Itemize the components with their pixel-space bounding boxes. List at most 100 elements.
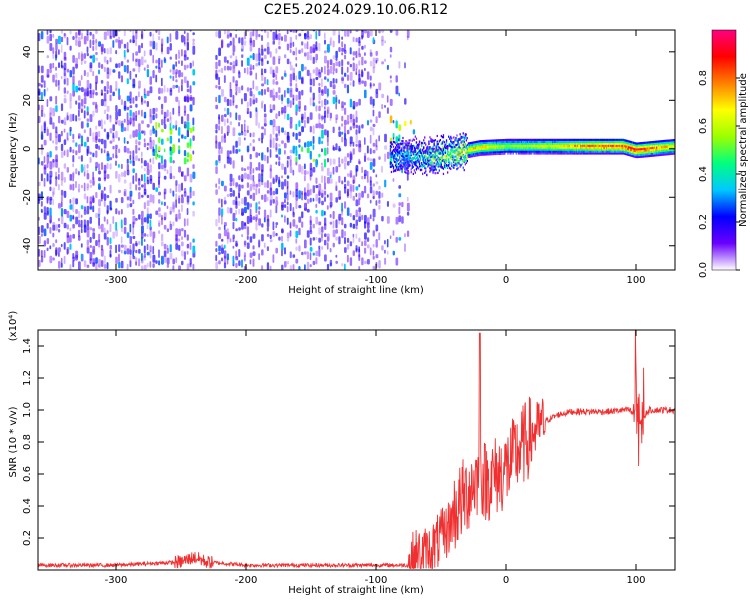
tone-cell	[589, 140, 591, 143]
tone-cell	[590, 152, 592, 155]
tone-cell	[551, 148, 553, 151]
heatmap-cell	[192, 41, 195, 46]
tone-cell	[509, 152, 511, 155]
heatmap-cell	[306, 208, 310, 213]
heatmap-cell	[372, 183, 375, 187]
tone-cell	[631, 141, 633, 144]
heatmap-cell	[43, 250, 46, 258]
tone-cell	[561, 152, 563, 155]
tone-cell	[541, 138, 543, 141]
heatmap-cell	[338, 61, 341, 67]
tone-cell	[404, 161, 406, 164]
tone-cell	[474, 154, 476, 157]
heatmap-cell	[141, 109, 143, 117]
tone-cell	[466, 153, 468, 156]
heatmap-cell	[272, 31, 276, 41]
tone-cell	[635, 152, 637, 155]
heatmap-cell	[329, 112, 332, 119]
tone-cell	[501, 146, 503, 149]
heatmap-cell	[86, 46, 89, 53]
tone-cell	[467, 152, 470, 155]
tone-cell	[604, 150, 606, 153]
tone-cell	[585, 146, 587, 149]
heatmap-cell	[269, 182, 272, 191]
tone-cell	[634, 142, 636, 145]
heatmap-cell	[364, 30, 367, 34]
heatmap-cell	[249, 214, 253, 223]
heatmap-cell	[226, 30, 230, 37]
heatmap-cell	[138, 192, 141, 200]
heatmap-cell	[155, 187, 159, 192]
tone-cell	[437, 165, 439, 168]
tone-cell	[644, 151, 646, 154]
tone-cell	[575, 140, 578, 143]
heatmap-cell	[375, 174, 378, 178]
tone-cell	[591, 152, 593, 155]
heatmap-cell	[55, 43, 58, 51]
heatmap-cell	[372, 109, 375, 117]
heatmap-cell	[135, 59, 138, 63]
tone-cell	[579, 152, 581, 155]
heatmap-cell	[181, 116, 184, 125]
heatmap-cell	[364, 80, 367, 87]
heatmap-cell	[100, 190, 104, 200]
heatmap-cell	[189, 154, 192, 162]
heatmap-cell	[349, 213, 352, 218]
heatmap-cell	[92, 228, 95, 232]
heatmap-cell	[238, 200, 241, 206]
heatmap-cell	[135, 115, 137, 122]
tone-cell	[619, 152, 621, 155]
tone-cell	[571, 152, 574, 155]
tone-cell	[415, 141, 418, 144]
heatmap-cell	[89, 179, 92, 184]
heatmap-cell	[106, 89, 109, 95]
tone-cell	[426, 162, 428, 165]
heatmap-cell	[163, 188, 167, 195]
heatmap-cell	[364, 152, 367, 161]
tone-cell	[452, 166, 454, 169]
tone-cell	[497, 148, 500, 152]
heatmap-cell	[266, 214, 270, 222]
tone-cell	[403, 152, 405, 155]
heatmap-cell	[60, 143, 64, 152]
heatmap-cell	[178, 138, 180, 143]
heatmap-cell	[218, 59, 221, 67]
heatmap-cell	[295, 230, 299, 238]
tone-cell	[408, 163, 410, 166]
tone-cell	[509, 138, 511, 141]
tone-cell	[453, 166, 455, 169]
heatmap-cell	[366, 145, 369, 154]
heatmap-cell	[304, 142, 307, 148]
tone-cell	[490, 153, 492, 156]
tone-cell	[634, 143, 636, 147]
tone-cell	[411, 166, 413, 169]
tone-cell	[548, 148, 551, 151]
heatmap-cell	[218, 21, 220, 29]
heatmap-cell	[275, 81, 279, 85]
tone-cell	[646, 143, 648, 146]
tone-cell	[585, 152, 587, 155]
heatmap-cell	[152, 254, 156, 263]
tone-cell	[589, 148, 591, 151]
tone-cell	[449, 152, 451, 155]
tone-cell	[518, 142, 520, 145]
heatmap-cell	[384, 240, 386, 245]
heatmap-cell	[341, 101, 344, 109]
heatmap-cell	[72, 233, 75, 239]
heatmap-cell	[278, 87, 281, 94]
tone-cell	[454, 161, 456, 164]
tone-cell	[391, 164, 394, 167]
heatmap-cell	[321, 162, 323, 166]
tone-cell	[630, 152, 632, 155]
tone-cell	[633, 147, 635, 150]
heatmap-cell	[86, 87, 89, 97]
heatmap-cell	[63, 128, 66, 133]
heatmap-cell	[355, 129, 358, 135]
heatmap-cell	[120, 236, 123, 244]
tone-cell	[525, 150, 527, 153]
heatmap-cell	[135, 110, 138, 117]
tone-cell	[592, 138, 594, 141]
heatmap-cell	[332, 145, 335, 151]
heatmap-cell	[238, 122, 240, 127]
heatmap-cell	[298, 153, 301, 160]
